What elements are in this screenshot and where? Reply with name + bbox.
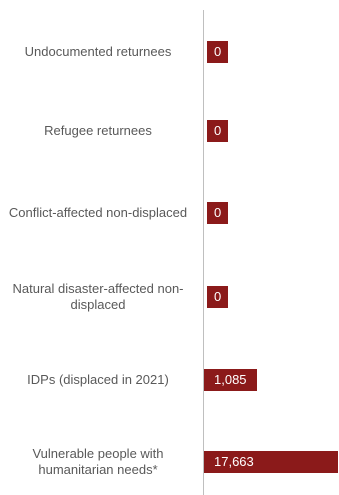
- value-label: 17,663: [204, 451, 264, 473]
- category-label: Vulnerable people with humanitarian need…: [32, 446, 164, 477]
- category-label: Conflict-affected non-displaced: [8, 205, 188, 220]
- value-label: 0: [207, 120, 229, 142]
- category-axis: [203, 10, 204, 495]
- value-label: 1,085: [204, 369, 257, 391]
- category-label: Natural disaster-affected non-displaced: [12, 281, 184, 312]
- value-label: 0: [207, 286, 229, 308]
- category-label: Undocumented returnees: [24, 44, 172, 59]
- value-label: 0: [207, 41, 229, 63]
- value-label: 0: [207, 202, 229, 224]
- category-label: Refugee returnees: [44, 123, 152, 138]
- category-label: IDPs (displaced in 2021): [27, 372, 169, 387]
